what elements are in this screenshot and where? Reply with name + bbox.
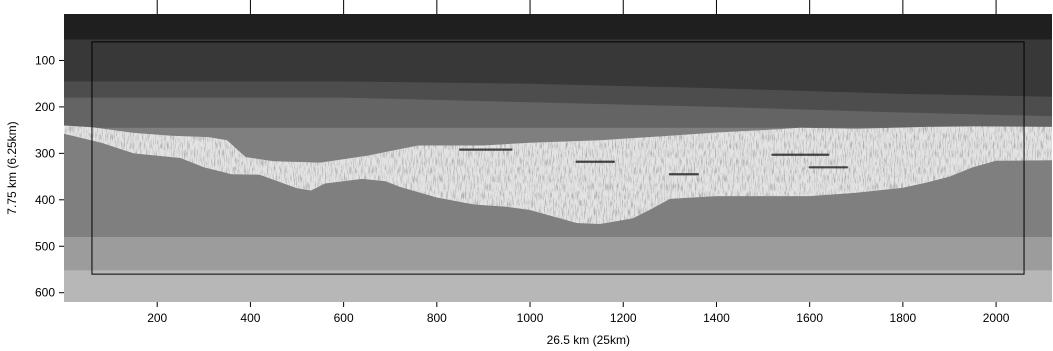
y-tick-label: 200 xyxy=(35,100,55,114)
x-tick-label: 1200 xyxy=(610,311,637,325)
y-tick-label: 600 xyxy=(35,286,55,300)
plot-frame xyxy=(91,41,1025,275)
y-tick-label: 400 xyxy=(35,193,55,207)
salt-body xyxy=(64,125,1052,224)
x-axis-label: 26.5 km (25km) xyxy=(547,333,630,347)
y-tick-label: 300 xyxy=(35,146,55,160)
inner-box xyxy=(91,41,1025,275)
y-tick-label: 100 xyxy=(35,53,55,67)
layer-1 xyxy=(64,14,1052,40)
y-axis: 100 200 300 400 500 600 xyxy=(35,53,64,300)
x-axis: 200 400 600 800 1000 1200 1400 1600 1800 2000 xyxy=(147,0,1010,325)
x-tick-label: 1000 xyxy=(517,311,544,325)
x-tick-label: 2000 xyxy=(983,311,1010,325)
x-tick-label: 1600 xyxy=(796,311,823,325)
y-axis-label: 7.75 km (6.25km) xyxy=(5,121,19,214)
x-tick-label: 400 xyxy=(240,311,260,325)
x-tick-label: 200 xyxy=(147,311,167,325)
x-tick-label: 800 xyxy=(427,311,447,325)
x-tick-label: 600 xyxy=(334,311,354,325)
y-tick-label: 500 xyxy=(35,239,55,253)
x-tick-label: 1400 xyxy=(703,311,730,325)
x-tick-label: 1800 xyxy=(890,311,917,325)
salt-body-texture xyxy=(64,125,1052,224)
